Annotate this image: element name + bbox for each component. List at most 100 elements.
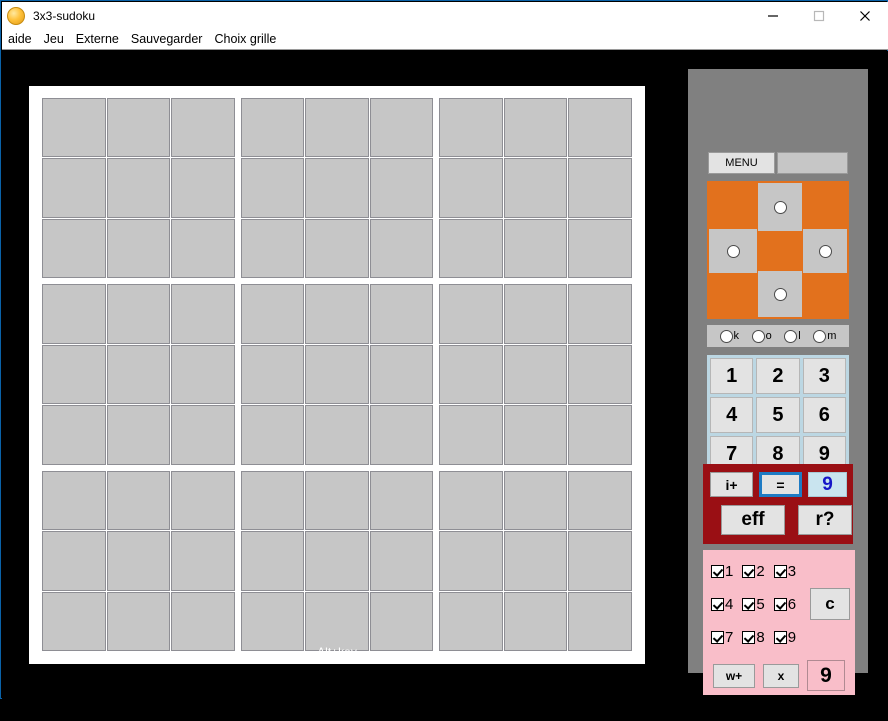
sudoku-cell[interactable]: [305, 344, 369, 405]
sudoku-cell[interactable]: [171, 344, 235, 405]
resolve-button[interactable]: r?: [798, 505, 852, 535]
numpad-key-2[interactable]: 2: [756, 358, 800, 394]
sudoku-cell[interactable]: [369, 284, 434, 344]
sudoku-cell[interactable]: [369, 405, 434, 465]
sudoku-cell[interactable]: [106, 531, 171, 591]
sudoku-cell[interactable]: [369, 531, 434, 591]
sudoku-cell[interactable]: [171, 405, 235, 465]
sudoku-cell[interactable]: [42, 158, 106, 218]
menu-item-choix-grille[interactable]: Choix grille: [214, 32, 277, 46]
sudoku-cell[interactable]: [369, 344, 434, 405]
numpad-key-4[interactable]: 4: [710, 397, 754, 433]
menu-item-jeu[interactable]: Jeu: [43, 32, 64, 46]
sudoku-cell[interactable]: [439, 470, 503, 531]
sudoku-cell[interactable]: [305, 98, 369, 158]
sudoku-cell[interactable]: [369, 470, 434, 531]
sudoku-cell[interactable]: [439, 591, 503, 651]
sudoku-cell[interactable]: [503, 344, 568, 405]
sudoku-cell[interactable]: [240, 405, 305, 465]
sudoku-cell[interactable]: [568, 531, 632, 591]
sudoku-cell[interactable]: [106, 470, 171, 531]
sudoku-cell[interactable]: [439, 405, 503, 465]
sudoku-cell[interactable]: [305, 284, 369, 344]
menu-item-aide[interactable]: aide: [8, 32, 32, 46]
radio-option-o[interactable]: o: [751, 329, 772, 343]
dpad-left-button[interactable]: [709, 229, 757, 273]
sudoku-cell[interactable]: [240, 591, 305, 651]
sudoku-cell[interactable]: [42, 344, 106, 405]
sudoku-cell[interactable]: [568, 158, 632, 218]
sudoku-cell[interactable]: [503, 405, 568, 465]
red-value-display[interactable]: 9: [808, 472, 847, 497]
sudoku-cell[interactable]: [439, 218, 503, 279]
close-icon[interactable]: [842, 2, 888, 30]
sudoku-cell[interactable]: [305, 405, 369, 465]
sudoku-cell[interactable]: [106, 344, 171, 405]
sudoku-cell[interactable]: [240, 218, 305, 279]
sudoku-cell[interactable]: [171, 531, 235, 591]
candidate-checkbox-2[interactable]: 2: [742, 563, 765, 580]
sudoku-cell[interactable]: [171, 470, 235, 531]
radio-option-l[interactable]: l: [784, 329, 801, 343]
sudoku-cell[interactable]: [42, 470, 106, 531]
candidate-checkbox-4[interactable]: 4: [711, 596, 733, 613]
sudoku-cell[interactable]: [171, 284, 235, 344]
sudoku-cell[interactable]: [171, 591, 235, 651]
sudoku-cell[interactable]: [568, 591, 632, 651]
sudoku-cell[interactable]: [568, 98, 632, 158]
candidate-checkbox-1[interactable]: 1: [711, 563, 733, 580]
sudoku-cell[interactable]: [305, 531, 369, 591]
sudoku-cell[interactable]: [240, 344, 305, 405]
w-plus-button[interactable]: w+: [713, 663, 755, 688]
sudoku-cell[interactable]: [439, 98, 503, 158]
menu-blank-field[interactable]: [777, 152, 848, 174]
candidate-checkbox-8[interactable]: 8: [742, 629, 765, 646]
menu-item-externe[interactable]: Externe: [75, 32, 119, 46]
sudoku-cell[interactable]: [42, 218, 106, 279]
sudoku-cell[interactable]: [439, 531, 503, 591]
sudoku-cell[interactable]: [568, 284, 632, 344]
candidate-checkbox-6[interactable]: 6: [773, 596, 796, 613]
sudoku-cell[interactable]: [369, 158, 434, 218]
candidate-checkbox-7[interactable]: 7: [711, 629, 733, 646]
sudoku-cell[interactable]: [503, 470, 568, 531]
pink-value-display[interactable]: 9: [807, 660, 845, 691]
menu-item-sauvegarder[interactable]: Sauvegarder: [130, 32, 203, 46]
candidate-checkbox-9[interactable]: 9: [773, 629, 796, 646]
sudoku-cell[interactable]: [503, 531, 568, 591]
sudoku-cell[interactable]: [240, 98, 305, 158]
sudoku-cell[interactable]: [503, 98, 568, 158]
sudoku-cell[interactable]: [42, 591, 106, 651]
sudoku-cell[interactable]: [42, 98, 106, 158]
sudoku-cell[interactable]: [106, 405, 171, 465]
sudoku-cell[interactable]: [106, 98, 171, 158]
radio-option-k[interactable]: k: [719, 329, 739, 343]
sudoku-cell[interactable]: [305, 158, 369, 218]
sudoku-cell[interactable]: [503, 218, 568, 279]
increment-button[interactable]: i+: [710, 472, 753, 497]
numpad-key-3[interactable]: 3: [802, 358, 846, 394]
sudoku-cell[interactable]: [42, 405, 106, 465]
clear-button[interactable]: c: [810, 588, 850, 620]
sudoku-cell[interactable]: [369, 98, 434, 158]
sudoku-cell[interactable]: [369, 218, 434, 279]
sudoku-cell[interactable]: [439, 344, 503, 405]
erase-button[interactable]: eff: [721, 505, 785, 535]
candidate-checkbox-5[interactable]: 5: [742, 596, 765, 613]
numpad-key-1[interactable]: 1: [710, 358, 754, 394]
candidate-checkbox-3[interactable]: 3: [773, 563, 796, 580]
sudoku-cell[interactable]: [503, 591, 568, 651]
numpad-key-5[interactable]: 5: [756, 397, 800, 433]
sudoku-cell[interactable]: [240, 531, 305, 591]
numpad-key-6[interactable]: 6: [802, 397, 846, 433]
sudoku-cell[interactable]: [568, 218, 632, 279]
radio-option-m[interactable]: m: [813, 329, 836, 343]
sudoku-cell[interactable]: [240, 470, 305, 531]
sudoku-cell[interactable]: [305, 591, 369, 651]
sudoku-cell[interactable]: [106, 284, 171, 344]
sudoku-cell[interactable]: [503, 158, 568, 218]
sudoku-cell[interactable]: [240, 284, 305, 344]
sudoku-cell[interactable]: [439, 284, 503, 344]
sudoku-cell[interactable]: [171, 218, 235, 279]
sudoku-cell[interactable]: [42, 284, 106, 344]
